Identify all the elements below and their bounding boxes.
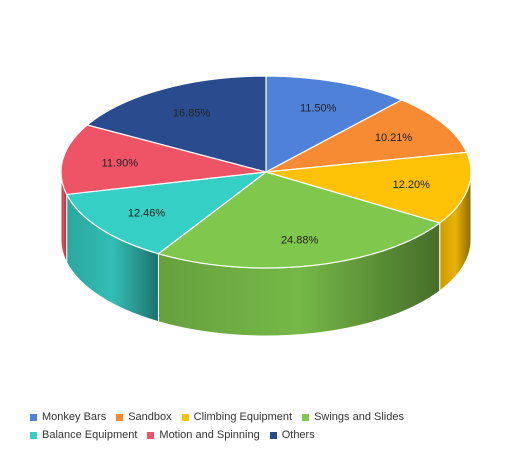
legend-item-balance-equipment: Balance Equipment bbox=[30, 429, 137, 441]
legend-item-climbing-equipment: Climbing Equipment bbox=[181, 411, 293, 423]
pie-slice-climbing-equipment bbox=[265, 151, 472, 224]
legend-row-2: Balance Equipment Motion and Spinning Othe… bbox=[30, 426, 510, 444]
pie-slice-monkey-bars bbox=[265, 75, 403, 173]
data-label-sandbox: 10.21% bbox=[375, 132, 413, 144]
data-label-climbing-equipment: 12.20% bbox=[393, 179, 431, 191]
pie-slice-sandbox bbox=[265, 99, 468, 173]
chart-legend: Monkey Bars Sandbox Climbing Equipment Swin… bbox=[30, 408, 510, 444]
legend-swatch bbox=[302, 413, 310, 421]
legend-swatch bbox=[30, 431, 37, 439]
pie-chart-plot: 11.50% 10.21% 12.20% 24.88% 12.46% 11.90% 16.8… bbox=[60, 75, 472, 337]
legend-swatch bbox=[147, 431, 155, 439]
data-label-monkey-bars: 11.50% bbox=[300, 102, 337, 114]
legend-swatch bbox=[30, 413, 37, 421]
legend-item-swings-and-slides: Swings and Slides bbox=[302, 411, 404, 423]
legend-item-motion-and-spinning: Motion and Spinning bbox=[147, 429, 260, 441]
pie-top-faces bbox=[60, 75, 472, 269]
legend-label: Swings and Slides bbox=[314, 411, 404, 423]
pie-slice-others bbox=[86, 75, 267, 173]
legend-label: Motion and Spinning bbox=[159, 429, 260, 441]
legend-row-1: Monkey Bars Sandbox Climbing Equipment Swin… bbox=[30, 408, 510, 426]
legend-label: Sandbox bbox=[128, 411, 172, 423]
legend-item-monkey-bars: Monkey Bars bbox=[30, 411, 106, 423]
data-label-balance-equipment: 12.46% bbox=[128, 208, 166, 220]
data-label-motion-and-spinning: 11.90% bbox=[102, 158, 139, 170]
pie-data-labels: 11.50% 10.21% 12.20% 24.88% 12.46% 11.90% 16.8… bbox=[102, 102, 431, 246]
legend-swatch bbox=[181, 413, 189, 421]
pie-slice-balance-equipment bbox=[65, 171, 269, 255]
legend-item-others: Others bbox=[269, 429, 315, 441]
pie-slice-motion-and-spinning bbox=[60, 124, 267, 196]
legend-item-sandbox: Sandbox bbox=[116, 411, 172, 423]
pie-side-walls bbox=[60, 171, 472, 337]
legend-swatch bbox=[269, 431, 277, 439]
pie-slice-swings-and-slides bbox=[157, 171, 442, 269]
legend-swatch bbox=[116, 413, 124, 421]
data-label-others: 16.85% bbox=[173, 107, 211, 119]
legend-label: Climbing Equipment bbox=[193, 411, 293, 423]
data-label-swings-and-slides: 24.88% bbox=[281, 234, 319, 246]
legend-label: Others bbox=[281, 429, 315, 441]
legend-label: Balance Equipment bbox=[42, 429, 138, 441]
legend-label: Monkey Bars bbox=[42, 411, 107, 423]
